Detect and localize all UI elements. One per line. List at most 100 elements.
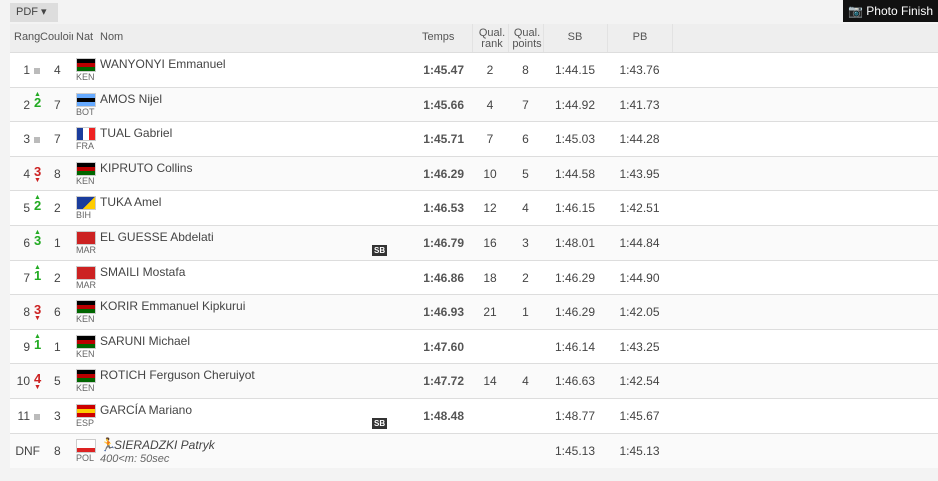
- result-row: 9 1 ▲ 1 KEN SARUNI Michael 1:47.60 1:46.14 1:43.…: [10, 328, 938, 364]
- rank-change-arrow: ▲: [34, 194, 41, 202]
- result-row: 6 3 ▲ 1 MAR EL GUESSE Abdelati SB 1:46.79 16 3 1:4…: [10, 225, 938, 260]
- no-change-marker: [34, 414, 40, 420]
- qual-points: 5: [522, 166, 529, 181]
- athlete-name[interactable]: TUKA Amel: [100, 195, 162, 210]
- note: 400<m: 50sec: [100, 452, 170, 465]
- flag: [76, 438, 96, 453]
- rank-change-arrow: ▲: [34, 332, 41, 340]
- pdf-label: PDF: [16, 6, 38, 18]
- rank-change: 2: [34, 94, 42, 110]
- pdf-button[interactable]: PDF ▾: [10, 3, 58, 22]
- qual-rank: 12: [483, 201, 497, 216]
- athlete-name[interactable]: GARCÍA Mariano: [100, 403, 193, 417]
- result-row: 2 2 ▲ 7 BOT AMOS Nijel 1:45.66 4 7 1:44.92 1:41.73: [10, 86, 938, 122]
- column-header: Nom: [100, 31, 124, 43]
- qual-rank: 7: [486, 132, 494, 147]
- nat-code: FRA: [76, 141, 94, 152]
- rank-change: 1: [34, 267, 42, 283]
- time: 1:46.53: [423, 201, 464, 216]
- flag: [76, 92, 96, 107]
- photo-finish-button[interactable]: 📷 Photo Finish: [843, 0, 938, 22]
- qual-rank: 21: [483, 305, 497, 320]
- column-header: Temps: [422, 31, 455, 43]
- rank: 2: [23, 97, 30, 112]
- qual-points: 8: [522, 63, 529, 77]
- nat-code: KEN: [76, 348, 95, 359]
- qual-rank: 2: [486, 63, 494, 77]
- flag: [76, 369, 96, 384]
- qual-points: 2: [522, 270, 529, 285]
- nat-code: BIH: [76, 210, 92, 221]
- personal-best: 1:44.84: [619, 236, 660, 250]
- rank: 5: [23, 201, 30, 216]
- lane: 1: [54, 236, 61, 250]
- qual-rank: 14: [483, 374, 497, 389]
- column-header: PB: [632, 31, 648, 43]
- athlete-name[interactable]: WANYONYI Emmanuel: [100, 57, 226, 71]
- flag: [76, 127, 96, 142]
- season-best: 1:44.15: [554, 63, 596, 77]
- rank-change: 1: [34, 336, 42, 352]
- athlete-name[interactable]: SARUNI Michael: [100, 333, 191, 348]
- result-row: 7 1 ▲ 2 MAR SMAILI Mostafa 1:46.86 18 2 1:46.29 1:…: [10, 259, 938, 295]
- lane: 8: [54, 166, 61, 181]
- qual-rank: 18: [483, 270, 497, 285]
- athlete-name[interactable]: EL GUESSE Abdelati: [100, 230, 214, 244]
- athlete-name[interactable]: AMOS Nijel: [100, 91, 163, 106]
- rank-change-arrow: ▼: [34, 176, 41, 184]
- athlete-name[interactable]: SMAILI Mostafa: [100, 264, 186, 279]
- lane: 6: [54, 305, 61, 320]
- season-best: 1:44.92: [554, 97, 596, 112]
- athlete-name[interactable]: KORIR Emmanuel Kipkurui: [100, 299, 246, 314]
- personal-best: 1:44.90: [619, 270, 660, 285]
- rank: 6: [23, 236, 30, 250]
- flag: [76, 265, 96, 280]
- athlete-name[interactable]: TUAL Gabriel: [100, 126, 173, 141]
- season-best: 1:48.77: [554, 409, 596, 423]
- lane: 4: [54, 63, 61, 77]
- nat-code: KEN: [76, 314, 95, 325]
- lane: 3: [54, 409, 61, 423]
- athlete-name[interactable]: ROTICH Ferguson Cheruiyot: [100, 368, 255, 383]
- season-best: 1:46.15: [554, 201, 596, 216]
- lane: 2: [54, 270, 61, 285]
- result-row: 8 3 ▼ 6 KEN KORIR Emmanuel Kipkurui 1:46.93 21 1…: [10, 294, 938, 330]
- season-best: 1:46.29: [554, 270, 596, 285]
- nat-code: KEN: [76, 175, 95, 186]
- qual-points: 6: [522, 132, 529, 147]
- sb-badge: SB: [372, 245, 388, 256]
- flag: [76, 404, 96, 418]
- qual-points: 4: [522, 201, 529, 216]
- column-header: Couloir: [40, 32, 73, 43]
- rank-change-arrow: ▼: [34, 315, 41, 323]
- column-header: SB: [567, 31, 583, 43]
- column-header: Nat: [76, 31, 94, 43]
- flag: [76, 58, 96, 72]
- rank-change: 3: [34, 302, 42, 318]
- header-row: Rang Couloir Nat Nom Temps Qual. rank Qual. po…: [10, 24, 938, 52]
- no-change-marker: [34, 68, 40, 74]
- athlete-name[interactable]: KIPRUTO Collins: [100, 160, 193, 175]
- nat-code: ESP: [76, 418, 95, 428]
- lane: 1: [54, 339, 61, 354]
- rank-change-arrow: ▲: [34, 263, 41, 271]
- flag: [76, 231, 96, 245]
- rank: 1: [23, 63, 30, 77]
- lane: 8: [54, 443, 61, 458]
- sb-badge: SB: [372, 418, 388, 429]
- time: 1:46.93: [423, 305, 464, 320]
- qual-rank: 16: [483, 236, 497, 250]
- season-best: 1:45.13: [554, 443, 596, 458]
- athlete-name[interactable]: SIERADZKI Patryk: [114, 437, 215, 452]
- lane: 7: [54, 132, 61, 147]
- nat-code: BOT: [76, 106, 95, 117]
- qual-points: 7: [522, 97, 529, 112]
- personal-best: 1:44.28: [619, 132, 660, 147]
- result-row: 11 3 ESP GARCÍA Mariano SB 1:48.48 1:48.77 1:45…: [10, 398, 938, 433]
- personal-best: 1:42.51: [619, 201, 660, 216]
- column-header: Qual. points: [512, 27, 542, 50]
- no-change-marker: [34, 137, 40, 144]
- personal-best: 1:41.73: [619, 97, 660, 112]
- lane: 5: [54, 374, 61, 389]
